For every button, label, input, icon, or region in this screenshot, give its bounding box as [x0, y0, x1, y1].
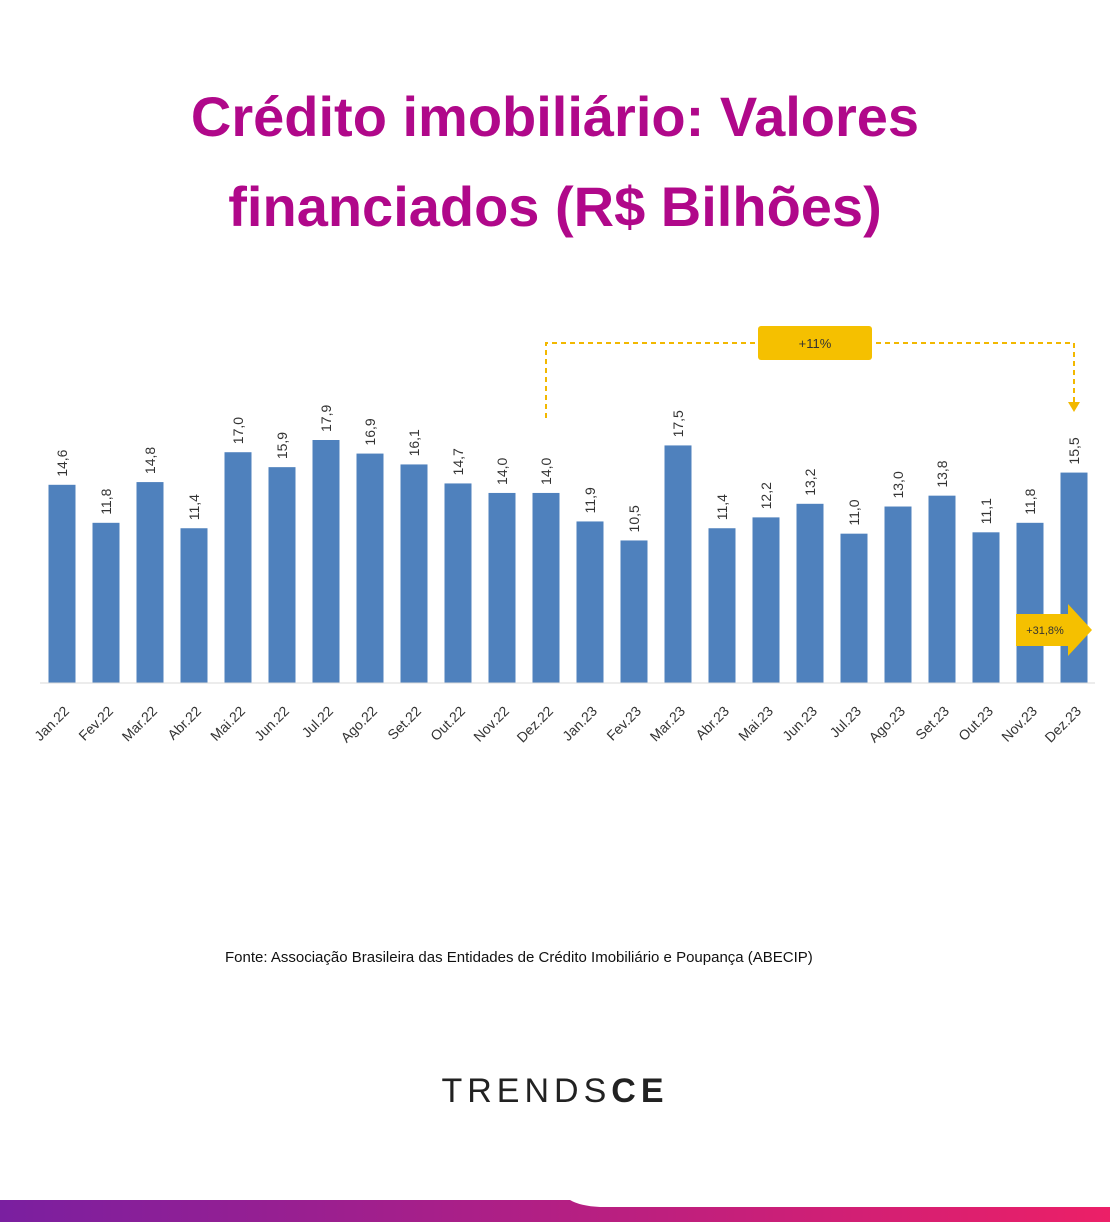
x-tick-label: Nov.23	[998, 703, 1040, 745]
annotation-box	[758, 326, 872, 360]
x-tick-label: Jul.22	[298, 703, 336, 741]
x-tick-label: Mar.22	[119, 703, 161, 745]
bar	[972, 532, 1000, 683]
value-label: 14,7	[450, 448, 466, 475]
x-tick-label: Abr.23	[692, 703, 732, 743]
brand: TRENDSCE	[441, 1072, 668, 1110]
bar	[1016, 522, 1044, 683]
brand-light: TRENDS	[441, 1072, 611, 1110]
x-tick-label: Out.23	[955, 703, 996, 744]
x-tick-label: Dez.22	[513, 703, 556, 746]
x-tick-label: Fev.23	[603, 703, 644, 744]
value-label: 11,9	[582, 487, 598, 513]
value-label: 13,8	[934, 460, 950, 487]
bar	[840, 533, 868, 683]
footer-curve	[570, 1200, 1110, 1207]
x-tick-label: Set.22	[384, 703, 424, 743]
x-tick-label: Abr.22	[164, 703, 204, 743]
bar	[312, 440, 340, 683]
annotation: +11%	[799, 336, 832, 351]
x-tick-label: Mar.23	[647, 703, 689, 745]
value-label: 17,0	[230, 417, 246, 444]
value-label: 13,2	[802, 468, 818, 495]
value-label: 16,1	[406, 429, 422, 456]
bar	[576, 521, 604, 683]
x-tick-label: Out.22	[427, 703, 468, 744]
bar	[708, 528, 736, 683]
bar	[488, 492, 516, 683]
value-label: 17,5	[670, 410, 686, 437]
bar	[1060, 472, 1088, 683]
value-label: 14,0	[538, 457, 554, 484]
value-label: 11,4	[714, 494, 730, 520]
x-tick-label: Dez.23	[1041, 703, 1084, 746]
x-tick-label: Ago.22	[337, 703, 380, 746]
source: Fonte: Associação Brasileira das Entidad…	[225, 949, 813, 966]
x-tick-label: Mai.23	[735, 703, 776, 744]
x-tick-label: Fev.22	[75, 703, 116, 744]
value-label: 16,9	[362, 418, 378, 445]
bar	[664, 445, 692, 683]
bar	[620, 540, 648, 683]
growth-arrow	[1016, 604, 1092, 656]
bracket	[545, 342, 1075, 418]
x-tick-label: Ago.23	[865, 703, 908, 746]
value-label: 15,5	[1066, 437, 1082, 464]
value-label: 14,6	[54, 449, 70, 476]
annotation: +31,8%	[1026, 625, 1064, 637]
bar	[180, 528, 208, 683]
brand-bold: CE	[611, 1072, 668, 1110]
x-tick-label: Jan.23	[559, 703, 600, 744]
x-tick-label: Nov.22	[470, 703, 512, 745]
value-label: 11,8	[98, 488, 114, 514]
value-label: 14,0	[494, 457, 510, 484]
bar	[532, 492, 560, 683]
x-tick-label: Jun.23	[779, 703, 820, 744]
bracket-arrow	[1068, 402, 1080, 412]
value-label: 15,9	[274, 432, 290, 459]
x-tick-label: Set.23	[912, 703, 952, 743]
value-label: 13,0	[890, 471, 906, 498]
value-label: 17,9	[318, 405, 334, 432]
bar	[48, 484, 76, 683]
bar	[884, 506, 912, 683]
bar	[928, 495, 956, 683]
x-tick-label: Jul.23	[826, 703, 864, 741]
x-tick-label: Jan.22	[31, 703, 72, 744]
bar	[268, 467, 296, 683]
value-label: 11,0	[846, 499, 862, 525]
bar	[356, 453, 384, 683]
bar	[136, 482, 164, 683]
value-label: 11,8	[1022, 488, 1038, 514]
value-label: 12,2	[758, 482, 774, 509]
chart-title: Crédito imobiliário: Valores financiados…	[190, 85, 920, 238]
x-tick-label: Jun.22	[251, 703, 292, 744]
value-label: 11,4	[186, 494, 202, 520]
bar	[752, 517, 780, 683]
bar	[224, 452, 252, 683]
bar	[400, 464, 428, 683]
x-tick-label: Mai.22	[207, 703, 248, 744]
bar	[92, 522, 120, 683]
bar	[796, 503, 824, 683]
value-label: 14,8	[142, 447, 158, 474]
value-label: 10,5	[626, 505, 642, 532]
value-label: 11,1	[978, 498, 994, 524]
bar	[444, 483, 472, 683]
